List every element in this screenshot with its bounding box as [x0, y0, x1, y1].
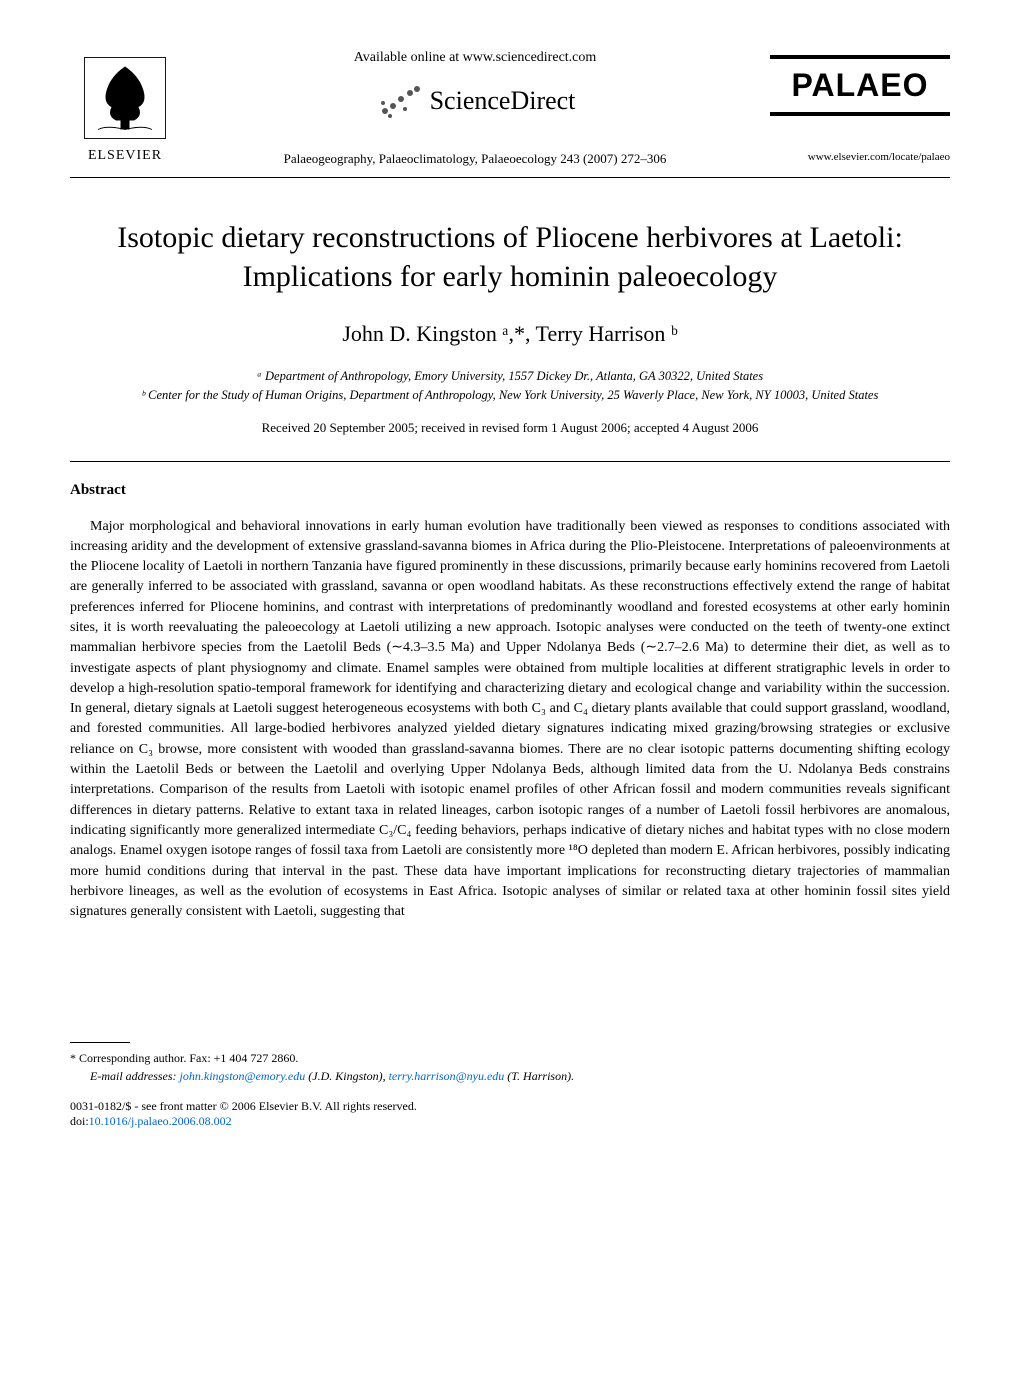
email-link-2[interactable]: terry.harrison@nyu.edu — [389, 1069, 505, 1083]
affiliations: ᵃ Department of Anthropology, Emory Univ… — [70, 367, 950, 405]
email-line: E-mail addresses: john.kingston@emory.ed… — [90, 1069, 950, 1084]
received-info: Received 20 September 2005; received in … — [70, 420, 950, 436]
abstract-heading: Abstract — [70, 482, 950, 499]
doi-label: doi: — [70, 1114, 89, 1128]
palaeo-text: PALAEO — [770, 67, 950, 104]
abstract-text: Major morphological and behavioral innov… — [70, 517, 950, 923]
palaeo-box: PALAEO — [770, 55, 950, 116]
footer-divider — [70, 1042, 130, 1043]
email-link-1[interactable]: john.kingston@emory.edu — [180, 1069, 306, 1083]
authors: John D. Kingston ᵃ,*, Terry Harrison ᵇ — [70, 321, 950, 347]
title-section: Isotopic dietary reconstructions of Plio… — [70, 218, 950, 436]
doi-line: doi:10.1016/j.palaeo.2006.08.002 — [70, 1114, 950, 1129]
email-name-1: (J.D. Kingston), — [305, 1069, 388, 1083]
footer-section: * Corresponding author. Fax: +1 404 727 … — [70, 1042, 950, 1129]
elsevier-tree-icon — [80, 53, 170, 143]
article-title: Isotopic dietary reconstructions of Plio… — [70, 218, 950, 296]
center-header: Available online at www.sciencedirect.co… — [180, 50, 770, 167]
sciencedirect-icon — [375, 81, 425, 121]
palaeo-logo-container: PALAEO www.elsevier.com/locate/palaeo — [770, 55, 950, 163]
copyright-section: 0031-0182/$ - see front matter © 2006 El… — [70, 1099, 950, 1129]
affiliation-a: ᵃ Department of Anthropology, Emory Univ… — [70, 367, 950, 386]
sciencedirect-logo: ScienceDirect — [375, 81, 576, 121]
available-online-text: Available online at www.sciencedirect.co… — [354, 50, 597, 66]
doi-link[interactable]: 10.1016/j.palaeo.2006.08.002 — [89, 1114, 232, 1128]
elsevier-logo: ELSEVIER — [70, 53, 180, 164]
sciencedirect-text: ScienceDirect — [430, 86, 576, 116]
header-row: ELSEVIER Available online at www.science… — [70, 50, 950, 167]
email-label: E-mail addresses: — [90, 1069, 180, 1083]
email-name-2: (T. Harrison). — [504, 1069, 574, 1083]
website-url: www.elsevier.com/locate/palaeo — [808, 151, 950, 163]
abstract-divider-top — [70, 461, 950, 462]
corresponding-author: * Corresponding author. Fax: +1 404 727 … — [70, 1051, 950, 1066]
affiliation-b: ᵇ Center for the Study of Human Origins,… — [70, 386, 950, 405]
elsevier-text: ELSEVIER — [88, 148, 162, 164]
copyright-text: 0031-0182/$ - see front matter © 2006 El… — [70, 1099, 950, 1114]
journal-citation: Palaeogeography, Palaeoclimatology, Pala… — [284, 151, 667, 167]
header-divider — [70, 177, 950, 178]
